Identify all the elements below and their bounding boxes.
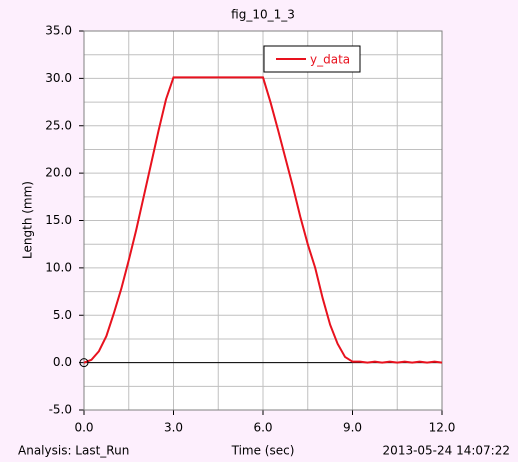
y-tick-label: 5.0 xyxy=(53,308,72,322)
footer-left: Analysis: Last_Run xyxy=(18,444,129,458)
y-tick-label: 20.0 xyxy=(45,166,72,180)
y-tick-label: 10.0 xyxy=(45,260,72,274)
y-axis-label: Length (mm) xyxy=(21,181,35,259)
x-axis-label: Time (sec) xyxy=(231,444,295,458)
y-tick-label: 35.0 xyxy=(45,24,72,38)
legend-label: y_data xyxy=(310,53,350,67)
y-tick-label: 15.0 xyxy=(45,213,72,227)
plot-border xyxy=(83,30,443,411)
data-line xyxy=(83,76,443,364)
footer-right: 2013-05-24 14:07:22 xyxy=(383,444,510,458)
x-tick-label: 12.0 xyxy=(429,421,456,435)
x-tick-label: 3.0 xyxy=(164,421,183,435)
y-tick-label: 0.0 xyxy=(53,355,72,369)
x-tick-label: 9.0 xyxy=(343,421,362,435)
x-tick-label: 0.0 xyxy=(74,421,93,435)
chart-title: fig_10_1_3 xyxy=(231,8,295,22)
start-marker xyxy=(79,358,89,368)
y-tick-label: -5.0 xyxy=(49,403,72,417)
y-tick-label: 25.0 xyxy=(45,118,72,132)
y-tick-label: 30.0 xyxy=(45,71,72,85)
x-tick-label: 6.0 xyxy=(253,421,272,435)
